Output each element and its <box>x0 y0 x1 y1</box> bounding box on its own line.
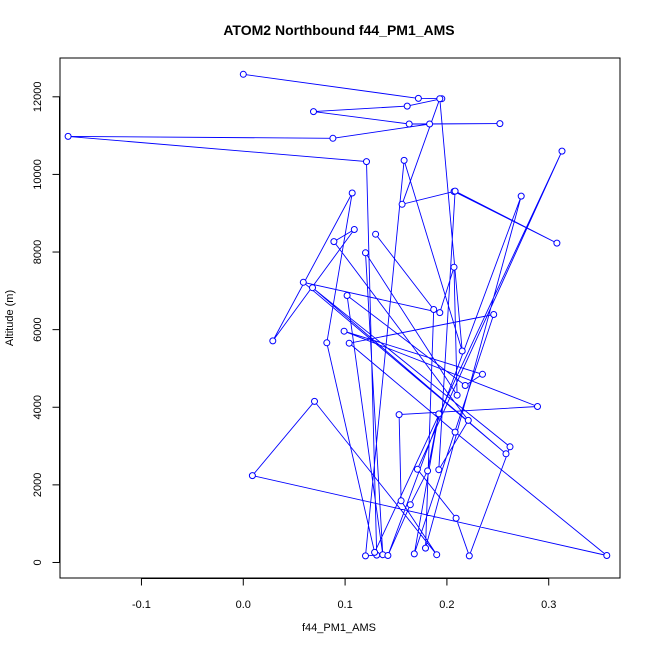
data-point <box>340 327 348 335</box>
data-point <box>269 337 277 345</box>
y-tick-label: 10000 <box>32 159 44 190</box>
data-point <box>502 450 510 458</box>
data-point <box>323 339 331 347</box>
y-tick-label: 0 <box>32 559 44 565</box>
data-point <box>362 249 369 257</box>
data-point <box>329 134 337 142</box>
x-tick-label: 0.2 <box>439 599 454 611</box>
data-point <box>395 411 403 419</box>
data-point <box>422 544 429 552</box>
data-point <box>414 94 422 102</box>
plot-frame <box>59 57 621 579</box>
data-point <box>464 416 472 424</box>
data-point <box>400 156 408 164</box>
data-point <box>397 497 405 505</box>
y-tick-label: 8000 <box>32 240 44 264</box>
data-point <box>506 443 514 451</box>
data-point <box>461 382 469 389</box>
data-point <box>350 226 358 233</box>
data-point <box>384 552 392 559</box>
data-point <box>343 292 351 299</box>
data-point <box>436 95 444 103</box>
chart-title: ATOM2 Northbound f44_PM1_AMS <box>223 22 454 38</box>
data-point <box>451 428 459 436</box>
data-point <box>553 239 561 247</box>
series-points <box>64 70 611 560</box>
data-point <box>371 548 379 556</box>
data-point <box>406 501 414 509</box>
series-line <box>68 73 608 558</box>
data-point <box>398 200 406 208</box>
data-point <box>430 306 438 313</box>
y-axis: 0 2000 4000 6000 8000 10000 12000 <box>32 82 60 566</box>
data-point <box>534 403 541 410</box>
data-point <box>372 230 380 238</box>
data-point <box>452 514 460 522</box>
data-point <box>345 339 353 347</box>
data-point <box>309 284 316 292</box>
data-point <box>405 120 413 128</box>
data-point <box>490 311 498 318</box>
y-tick-label: 12000 <box>32 82 44 113</box>
data-point <box>403 102 411 110</box>
data-point <box>239 70 247 78</box>
x-tick-label: 0.1 <box>337 599 352 611</box>
data-point <box>517 192 525 200</box>
data-point <box>603 552 611 559</box>
data-point <box>363 158 370 166</box>
series-path <box>68 73 608 558</box>
data-point <box>413 465 421 473</box>
data-point <box>458 347 466 355</box>
data-point <box>435 410 443 418</box>
y-tick-label: 2000 <box>32 473 44 497</box>
data-point <box>299 278 307 286</box>
data-point <box>450 263 458 271</box>
data-point <box>433 551 441 559</box>
x-tick-label: -0.1 <box>132 599 151 611</box>
data-point <box>424 467 432 475</box>
data-point <box>311 397 318 405</box>
x-tick-label: 0.3 <box>541 599 556 611</box>
data-point <box>465 552 473 560</box>
data-point <box>330 238 338 246</box>
data-point <box>558 147 566 155</box>
data-point <box>348 189 356 197</box>
data-point <box>310 108 317 116</box>
data-point <box>248 472 256 480</box>
data-point <box>453 391 461 399</box>
y-tick-label: 6000 <box>32 317 44 341</box>
data-point <box>496 120 504 128</box>
y-axis-label: Altitude (m) <box>4 290 16 346</box>
data-point <box>410 550 418 558</box>
data-point <box>362 552 369 560</box>
data-point <box>426 120 434 128</box>
data-point <box>435 466 443 474</box>
x-tick-label: 0.0 <box>236 599 251 611</box>
data-point <box>479 370 486 378</box>
data-point <box>451 187 459 195</box>
x-axis-label: f44_PM1_AMS <box>302 622 376 634</box>
x-axis: -0.1 0.0 0.1 0.2 0.3 <box>132 578 556 611</box>
y-tick-label: 4000 <box>32 395 44 419</box>
data-point <box>64 132 72 140</box>
data-point <box>436 309 444 317</box>
